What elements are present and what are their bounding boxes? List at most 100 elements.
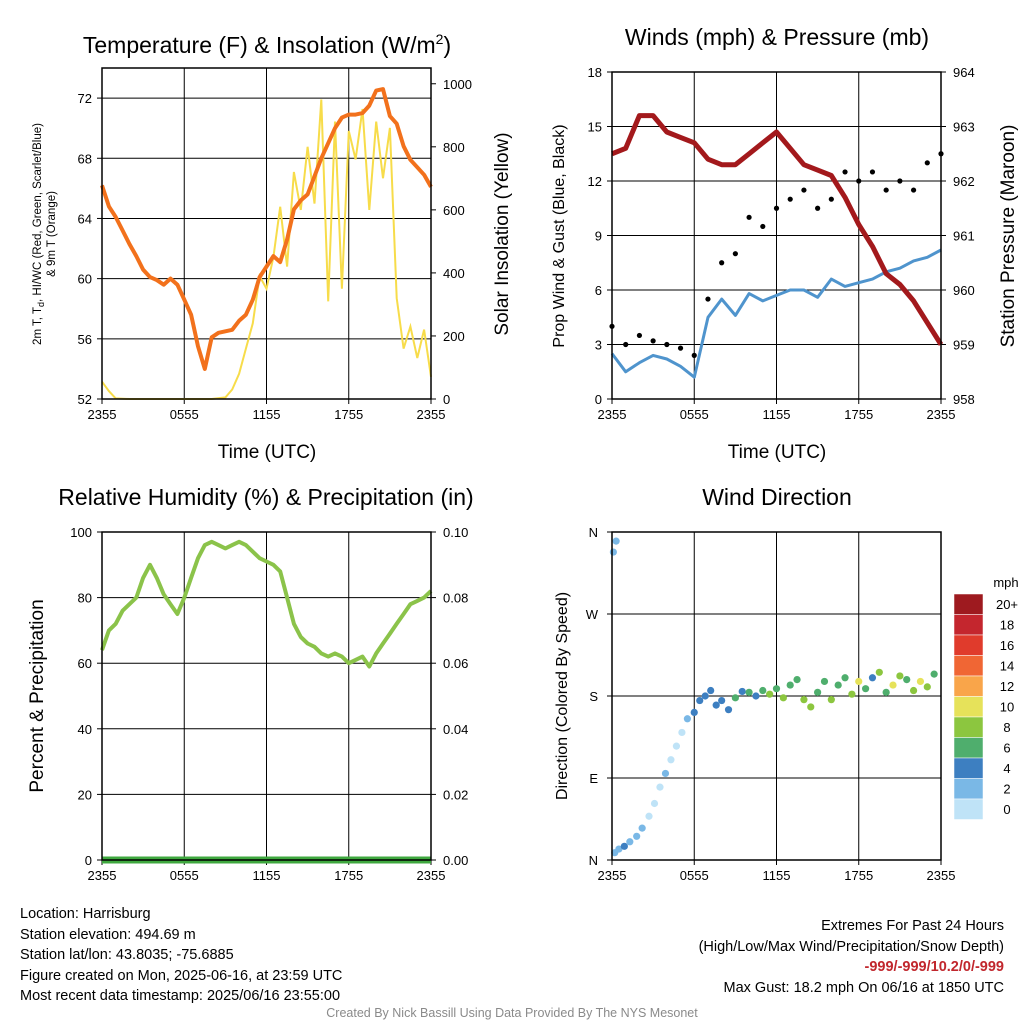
direction-point <box>656 783 664 791</box>
y-tick-label: 40 <box>78 722 92 737</box>
direction-point <box>916 677 925 686</box>
extremes-values: -999/-999/10.2/0/-999 <box>864 959 1004 975</box>
x-tick-label: 0555 <box>680 868 709 883</box>
title-end: ) <box>443 32 451 58</box>
y2-tick-label: 0.06 <box>443 656 468 671</box>
temperature-panel: 2355 0555 1155 1755 235552566064687202004006… <box>32 31 513 463</box>
direction-point <box>903 676 911 684</box>
y2-tick-label: 800 <box>443 140 465 155</box>
direction-point <box>827 696 835 704</box>
x-tick-label: 2355 <box>598 868 627 883</box>
direction-point <box>609 548 617 556</box>
y-tick-label: 80 <box>78 591 92 606</box>
direction-point <box>738 687 746 696</box>
direction-point <box>779 694 787 702</box>
y2-tick-label: 0 <box>443 392 450 407</box>
y-tick-label: S <box>589 689 598 704</box>
legend-swatch <box>953 634 984 656</box>
y2-tick-label: 963 <box>953 120 975 135</box>
humidity-line <box>100 539 433 669</box>
direction-point <box>896 672 904 680</box>
direction-point <box>759 686 767 695</box>
direction-point <box>745 688 753 696</box>
gust-point <box>787 196 793 202</box>
direction-point <box>889 681 897 689</box>
gust-point <box>801 187 807 193</box>
x-tick-label: 2355 <box>417 407 446 422</box>
extremes-title: Extremes For Past 24 Hours <box>821 918 1004 934</box>
humidity-panel: 2355 0555 1155 1755 23550204060801000.000.02… <box>27 484 474 883</box>
gust-point <box>897 178 903 184</box>
y2-axis-label: Solar Insolation (Yellow) <box>492 132 513 335</box>
y2-tick-label: 400 <box>443 266 465 281</box>
y-tick-label: 68 <box>78 151 92 166</box>
y-axis-label: Direction (Colored By Speed) <box>554 592 571 800</box>
x-tick-label: 1755 <box>844 407 873 422</box>
direction-point <box>690 708 698 717</box>
x-tick-label: 1755 <box>844 868 873 883</box>
direction-point <box>814 688 822 696</box>
legend-swatch <box>953 655 984 677</box>
y-axis-label: Prop Wind & Gust (Blue, Black) <box>551 124 568 347</box>
legend-label: 18 <box>1000 618 1014 633</box>
y2-tick-label: 964 <box>953 65 975 80</box>
y-tick-label: 0 <box>85 853 92 868</box>
x-tick-label: 2355 <box>927 407 956 422</box>
legend-label: 12 <box>1000 679 1014 694</box>
direction-point <box>650 799 659 808</box>
x-tick-label: 2355 <box>88 868 117 883</box>
direction-point <box>731 694 739 702</box>
gust-point <box>869 169 876 175</box>
direction-point <box>707 686 715 695</box>
y2-axis-label: Station Pressure (Maroon) <box>998 125 1019 348</box>
direction-point <box>633 832 641 840</box>
direction-point <box>638 824 646 832</box>
max-gust-text: Max Gust: 18.2 mph On 06/16 at 1850 UTC <box>723 979 1004 996</box>
x-tick-label: 2355 <box>88 407 117 422</box>
x-tick-label: 0555 <box>170 868 199 883</box>
direction-point <box>620 842 628 850</box>
direction-point <box>882 688 890 696</box>
direction-point <box>855 677 863 686</box>
direction-point <box>766 690 774 698</box>
gust-point <box>719 260 725 266</box>
gust-point <box>664 341 670 348</box>
plot-frame <box>611 531 942 861</box>
plot-frame <box>611 71 942 400</box>
direction-point <box>862 685 870 693</box>
gust-point <box>828 196 834 202</box>
direction-point <box>848 690 856 698</box>
legend-label: 8 <box>1003 720 1010 735</box>
direction-point <box>834 681 842 689</box>
x-tick-label: 0555 <box>680 407 709 422</box>
x-tick-label: 1155 <box>763 407 791 422</box>
y2-tick-label: 962 <box>953 174 975 189</box>
direction-point <box>807 703 815 711</box>
y-tick-label: 0 <box>595 392 602 407</box>
panel-title: Winds (mph) & Pressure (mb) <box>625 24 929 50</box>
recent-data-text: Most recent data timestamp: 2025/06/16 2… <box>20 988 341 1004</box>
gust-point <box>773 205 780 211</box>
direction-point <box>820 677 829 686</box>
legend-label: 16 <box>1000 638 1014 653</box>
extremes-subtitle: (High/Low/Max Wind/Precipitation/Snow De… <box>698 938 1004 955</box>
y-tick-label: 56 <box>78 332 92 347</box>
y-tick-label: 15 <box>588 120 602 135</box>
direction-point <box>841 674 849 682</box>
title-superscript: 2 <box>436 31 444 47</box>
y-tick-label: E <box>589 771 598 786</box>
y2-tick-label: 0.10 <box>443 525 468 540</box>
y-tick-label: 18 <box>588 65 602 80</box>
y-tick-label: 100 <box>70 525 92 540</box>
direction-point <box>615 845 623 853</box>
y-axis-label: Percent & Precipitation <box>27 599 48 792</box>
x-tick-label: 1755 <box>334 868 363 883</box>
gust-point <box>910 187 917 193</box>
legend-title: mph <box>993 575 1018 590</box>
direction-point <box>800 696 808 704</box>
y2-tick-label: 960 <box>953 283 975 298</box>
gust-point <box>746 214 752 220</box>
plot-frame <box>101 531 432 861</box>
